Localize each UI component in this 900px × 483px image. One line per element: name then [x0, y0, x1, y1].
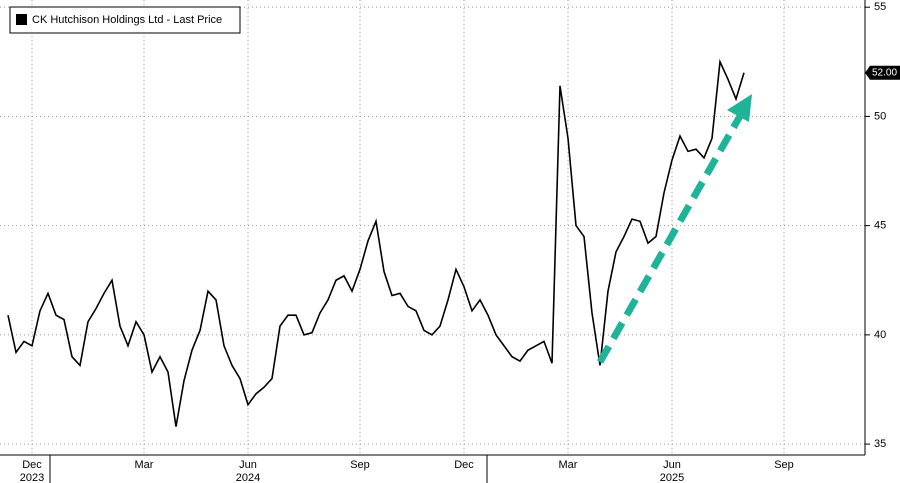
x-year-label: 2024: [236, 472, 260, 483]
legend-swatch: [16, 14, 27, 25]
last-price-label: 52.00: [872, 67, 897, 78]
x-year-label: 2023: [20, 472, 44, 483]
price-line: [7, 58, 745, 427]
trend-arrow: [596, 94, 752, 364]
legend-box: [9, 6, 241, 34]
x-year-label: 2025: [660, 472, 684, 483]
y-tick-label: 40: [874, 329, 886, 341]
y-tick-label: 45: [874, 220, 886, 232]
last-price-tag: [865, 65, 900, 80]
x-tick-label: Sep: [774, 459, 794, 471]
x-tick-label: Sep: [350, 459, 370, 471]
y-tick-label: 55: [874, 1, 886, 13]
x-tick-label: Dec: [22, 459, 42, 471]
x-tick-label: Jun: [239, 459, 257, 471]
legend-label: CK Hutchison Holdings Ltd - Last Price: [32, 14, 222, 26]
arrow-shaft: [596, 114, 744, 364]
y-tick-label: 35: [874, 438, 886, 450]
x-tick-label: Mar: [135, 459, 154, 471]
x-tick-label: Mar: [559, 459, 578, 471]
x-tick-label: Jun: [663, 459, 681, 471]
x-tick-label: Dec: [454, 459, 474, 471]
arrow-head: [727, 94, 752, 122]
y-tick-label: 50: [874, 110, 886, 122]
